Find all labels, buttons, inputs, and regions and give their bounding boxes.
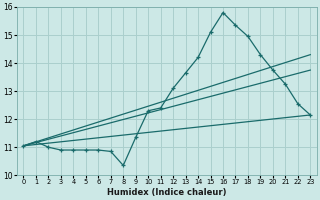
X-axis label: Humidex (Indice chaleur): Humidex (Indice chaleur) [107,188,227,197]
